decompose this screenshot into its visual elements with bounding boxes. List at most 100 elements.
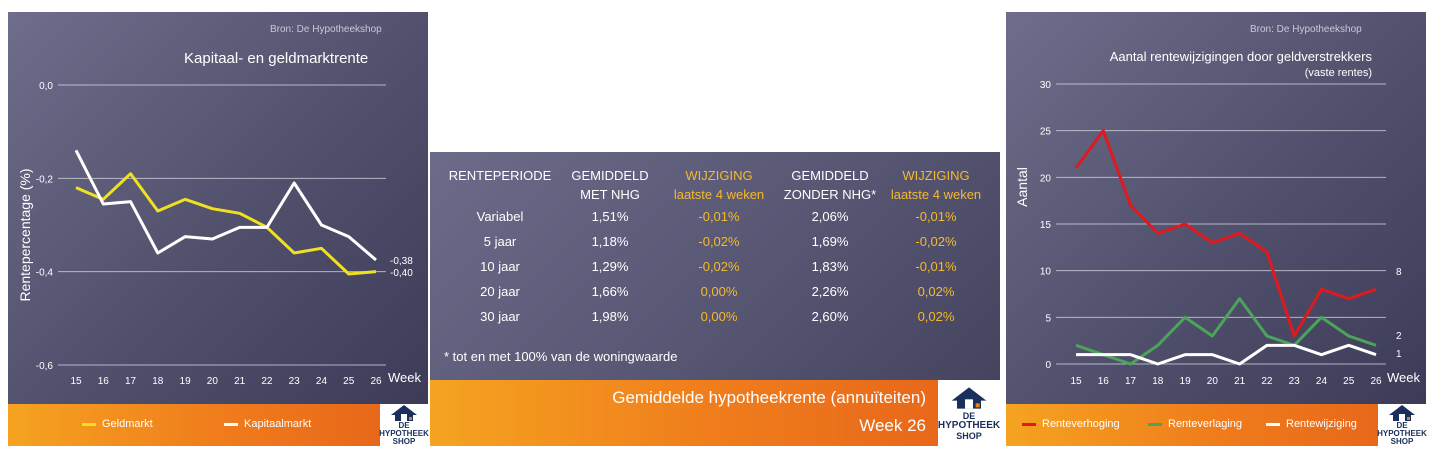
header-line-2: laatste 4 weken [890,187,982,202]
rates-table: RENTEPERIODE GEMIDDELD MET NHG WIJZIGING laa… [440,166,990,329]
x-tick-label: 20 [1207,376,1219,387]
logo-text-de: DE [398,421,410,430]
header-line-2: MET NHG [580,187,640,202]
table-cell: 2,06% [811,209,849,224]
x-tick-label: 23 [1289,376,1301,387]
legend-item-renteverhoging: Renteverhoging [1022,418,1120,430]
table-cell: -0,02% [698,259,740,274]
table-cell: 1,51% [591,209,629,224]
logo-text-hypotheek: HYPOTHEEK [379,429,429,438]
x-tick-label: 26 [370,376,382,387]
header-line-1: WIJZIGING [685,168,753,183]
table-cell: Variabel [476,209,524,224]
x-tick-label: 18 [1152,376,1164,387]
table-cell: 0,00% [700,284,738,299]
end-value-label: -0,38 [390,256,413,267]
renteverhoging-swatch [1022,422,1036,426]
x-tick-label: 23 [289,376,301,387]
table-cell: 1,83% [811,259,849,274]
x-tick-label: 17 [125,376,137,387]
series-line-kapitaalmarkt [74,149,377,262]
hypotheekshop-logo: DE HYPOTHEEK SHOP [1377,404,1427,446]
x-tick-label: 22 [261,376,273,387]
table-cell: 2,26% [811,284,849,299]
series-line-geldmarkt [75,172,377,276]
y-tick-label: 0,0 [39,81,53,92]
table-row: 10 jaar 1,29% -0,02% 1,83% -0,01% [440,254,990,279]
end-value-label: 1 [1396,349,1402,360]
rates-table-panel [430,152,1000,380]
header-line-1: GEMIDDELD [571,168,649,183]
legend-label: Renteverlaging [1168,418,1242,430]
table-row: 20 jaar 1,66% 0,00% 2,26% 0,02% [440,279,990,304]
middle-banner [430,380,938,446]
x-tick-label: 21 [234,376,246,387]
table-cell: -0,01% [915,209,957,224]
x-tick-label: 19 [180,376,192,387]
legend-item-renteverlaging: Renteverlaging [1148,418,1242,430]
table-row: 30 jaar 1,98% 0,00% 2,60% 0,02% [440,304,990,329]
y-tick-label: -0,6 [36,361,54,372]
header-line-2: ZONDER NHG* [783,187,877,202]
legend-item-rentewijziging: Rentewijziging [1266,418,1357,430]
legend-label: Renteverhoging [1042,418,1120,430]
table-cell: 5 jaar [483,234,517,249]
table-cell: 1,66% [591,284,629,299]
left-chart-panel [8,12,428,404]
x-tick-label: 17 [1125,376,1137,387]
table-footnote: * tot en met 100% van de woningwaarde [444,349,678,364]
end-value-label: 8 [1396,267,1402,278]
hypotheekshop-logo: DE HYPOTHEEK SHOP [379,404,429,446]
y-tick-label: 5 [1045,313,1051,324]
table-row: Variabel 1,51% -0,01% 2,06% -0,01% [440,204,990,229]
y-tick-label: 20 [1040,173,1052,184]
table-row: 5 jaar 1,18% -0,02% 1,69% -0,02% [440,229,990,254]
y-tick-label: 30 [1040,80,1052,91]
house-icon [1389,405,1415,421]
y-tick-label: 25 [1040,127,1052,138]
logo-text-shop: SHOP [956,431,982,441]
legend-item-kapitaalmarkt: Kapitaalmarkt [224,418,311,430]
right-source-label: Bron: De Hypotheekshop [1250,24,1362,35]
end-value-label: 2 [1396,331,1402,342]
x-tick-label: 26 [1370,376,1382,387]
table-header-cell: WIJZIGING laatste 4 weken [882,166,990,204]
table-cell: -0,01% [915,259,957,274]
x-tick-label: 20 [207,376,219,387]
table-cell: 30 jaar [480,309,520,324]
table-cell: -0,02% [698,234,740,249]
x-tick-label: 25 [343,376,355,387]
header-line-2: laatste 4 weken [673,187,765,202]
table-header-row: RENTEPERIODE GEMIDDELD MET NHG WIJZIGING laa… [440,166,990,204]
x-tick-label: 19 [1180,376,1192,387]
house-icon [391,405,417,421]
x-tick-label: 24 [316,376,328,387]
kapitaalmarkt-swatch [224,422,238,426]
logo-text-de: DE [1396,421,1408,430]
x-axis-label: Week [388,370,421,385]
x-tick-label: 21 [1234,376,1246,387]
y-tick-label: -0,2 [36,174,54,185]
table-cell: 0,02% [917,284,955,299]
rentewijziging-swatch [1266,422,1280,426]
table-cell: 10 jaar [480,259,520,274]
x-tick-label: 15 [70,376,82,387]
banner-week: Week 26 [859,416,926,435]
table-header-cell: RENTEPERIODE [440,166,560,204]
y-axis-label: Rentepercentage (%) [17,168,33,301]
table-cell: 1,18% [591,234,629,249]
table-header-cell: WIJZIGING laatste 4 weken [660,166,778,204]
logo-text-de: DE [962,411,976,421]
x-axis-label: Week [1387,370,1420,385]
series-line-renteverhoging [1074,129,1377,338]
table-cell: 20 jaar [480,284,520,299]
series-line-rentewijziging [1076,343,1377,366]
left-chart: 0,0 -0,2 -0,4 -0,6 15 16 17 18 19 20 21 22 23 24 25 26 W… [17,81,421,387]
x-tick-label: 16 [98,376,110,387]
x-tick-label: 25 [1343,376,1355,387]
end-value-label: -0,40 [390,268,413,279]
logo-text-hypotheek: HYPOTHEEK [1377,429,1427,438]
logo-text-hypotheek: HYPOTHEEK [937,420,1001,431]
y-axis-label: Aantal [1014,167,1030,207]
y-tick-label: 10 [1040,267,1052,278]
